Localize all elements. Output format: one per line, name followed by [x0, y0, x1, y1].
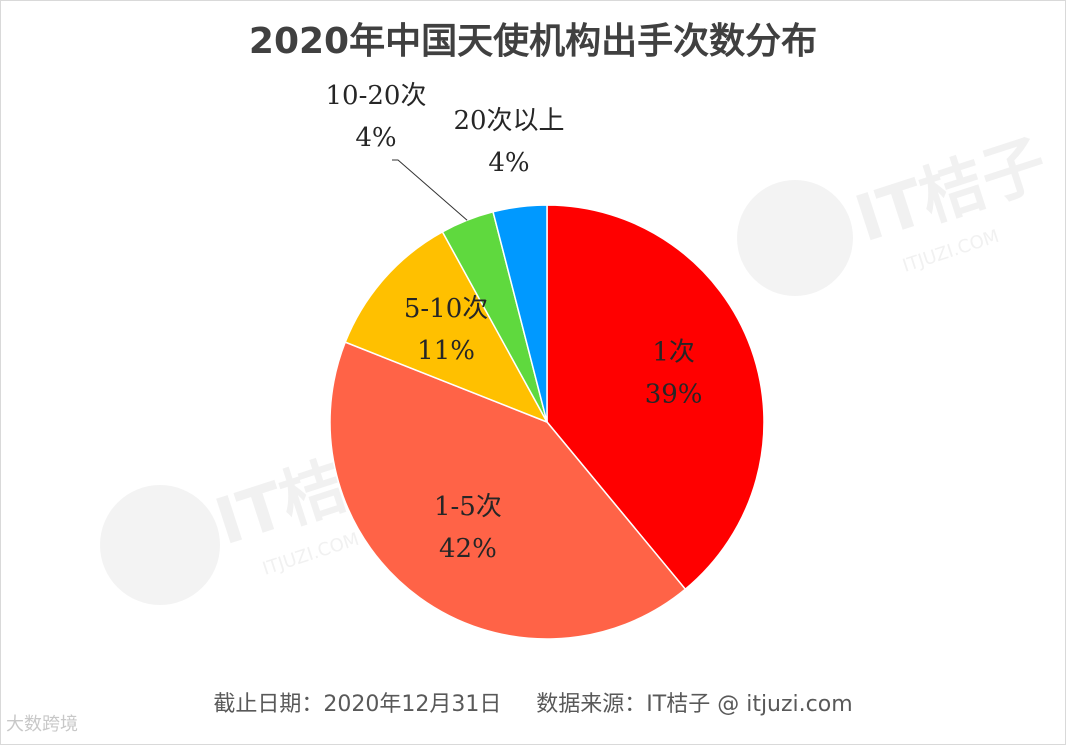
slice-percent-1-5: 42%: [439, 534, 497, 564]
slice-percent-1: 39%: [645, 379, 703, 409]
slice-percent-20plus: 4%: [488, 148, 529, 178]
slice-name-5-10: 5-10次: [404, 294, 488, 324]
slice-name-20plus: 20次以上: [453, 106, 564, 136]
chart-footer: 截止日期：2020年12月31日 数据来源：IT桔子 @ itjuzi.com: [0, 686, 1066, 718]
slice-name-10-20: 10-20次: [326, 81, 427, 111]
slice-name-1: 1次: [652, 337, 695, 367]
pie-slice-1-5: [329, 341, 687, 640]
watermark-brand-right: IT桔子: [847, 126, 1056, 257]
footer-source: 数据来源：IT桔子 @ itjuzi.com: [536, 692, 853, 717]
chart-title: 2020年中国天使机构出手次数分布: [248, 21, 818, 62]
corner-watermark: 大数跨境: [6, 714, 78, 735]
orange-logo-watermark: [737, 180, 853, 296]
pie-slice-20plus: [492, 204, 548, 423]
footer-date: 截止日期：2020年12月31日: [213, 692, 502, 717]
orange-logo-watermark-left: [100, 485, 220, 605]
pie-slice-1: [546, 204, 765, 591]
slice-percent-10-20: 4%: [355, 123, 396, 153]
pie-slice-5-10: [344, 230, 549, 424]
leader-line-10-20: [392, 159, 468, 221]
watermark-right: IT桔子 ITJUZI.COM: [737, 126, 1056, 296]
slice-name-1-5: 1-5次: [434, 492, 502, 522]
slice-percent-5-10: 11%: [417, 336, 475, 366]
